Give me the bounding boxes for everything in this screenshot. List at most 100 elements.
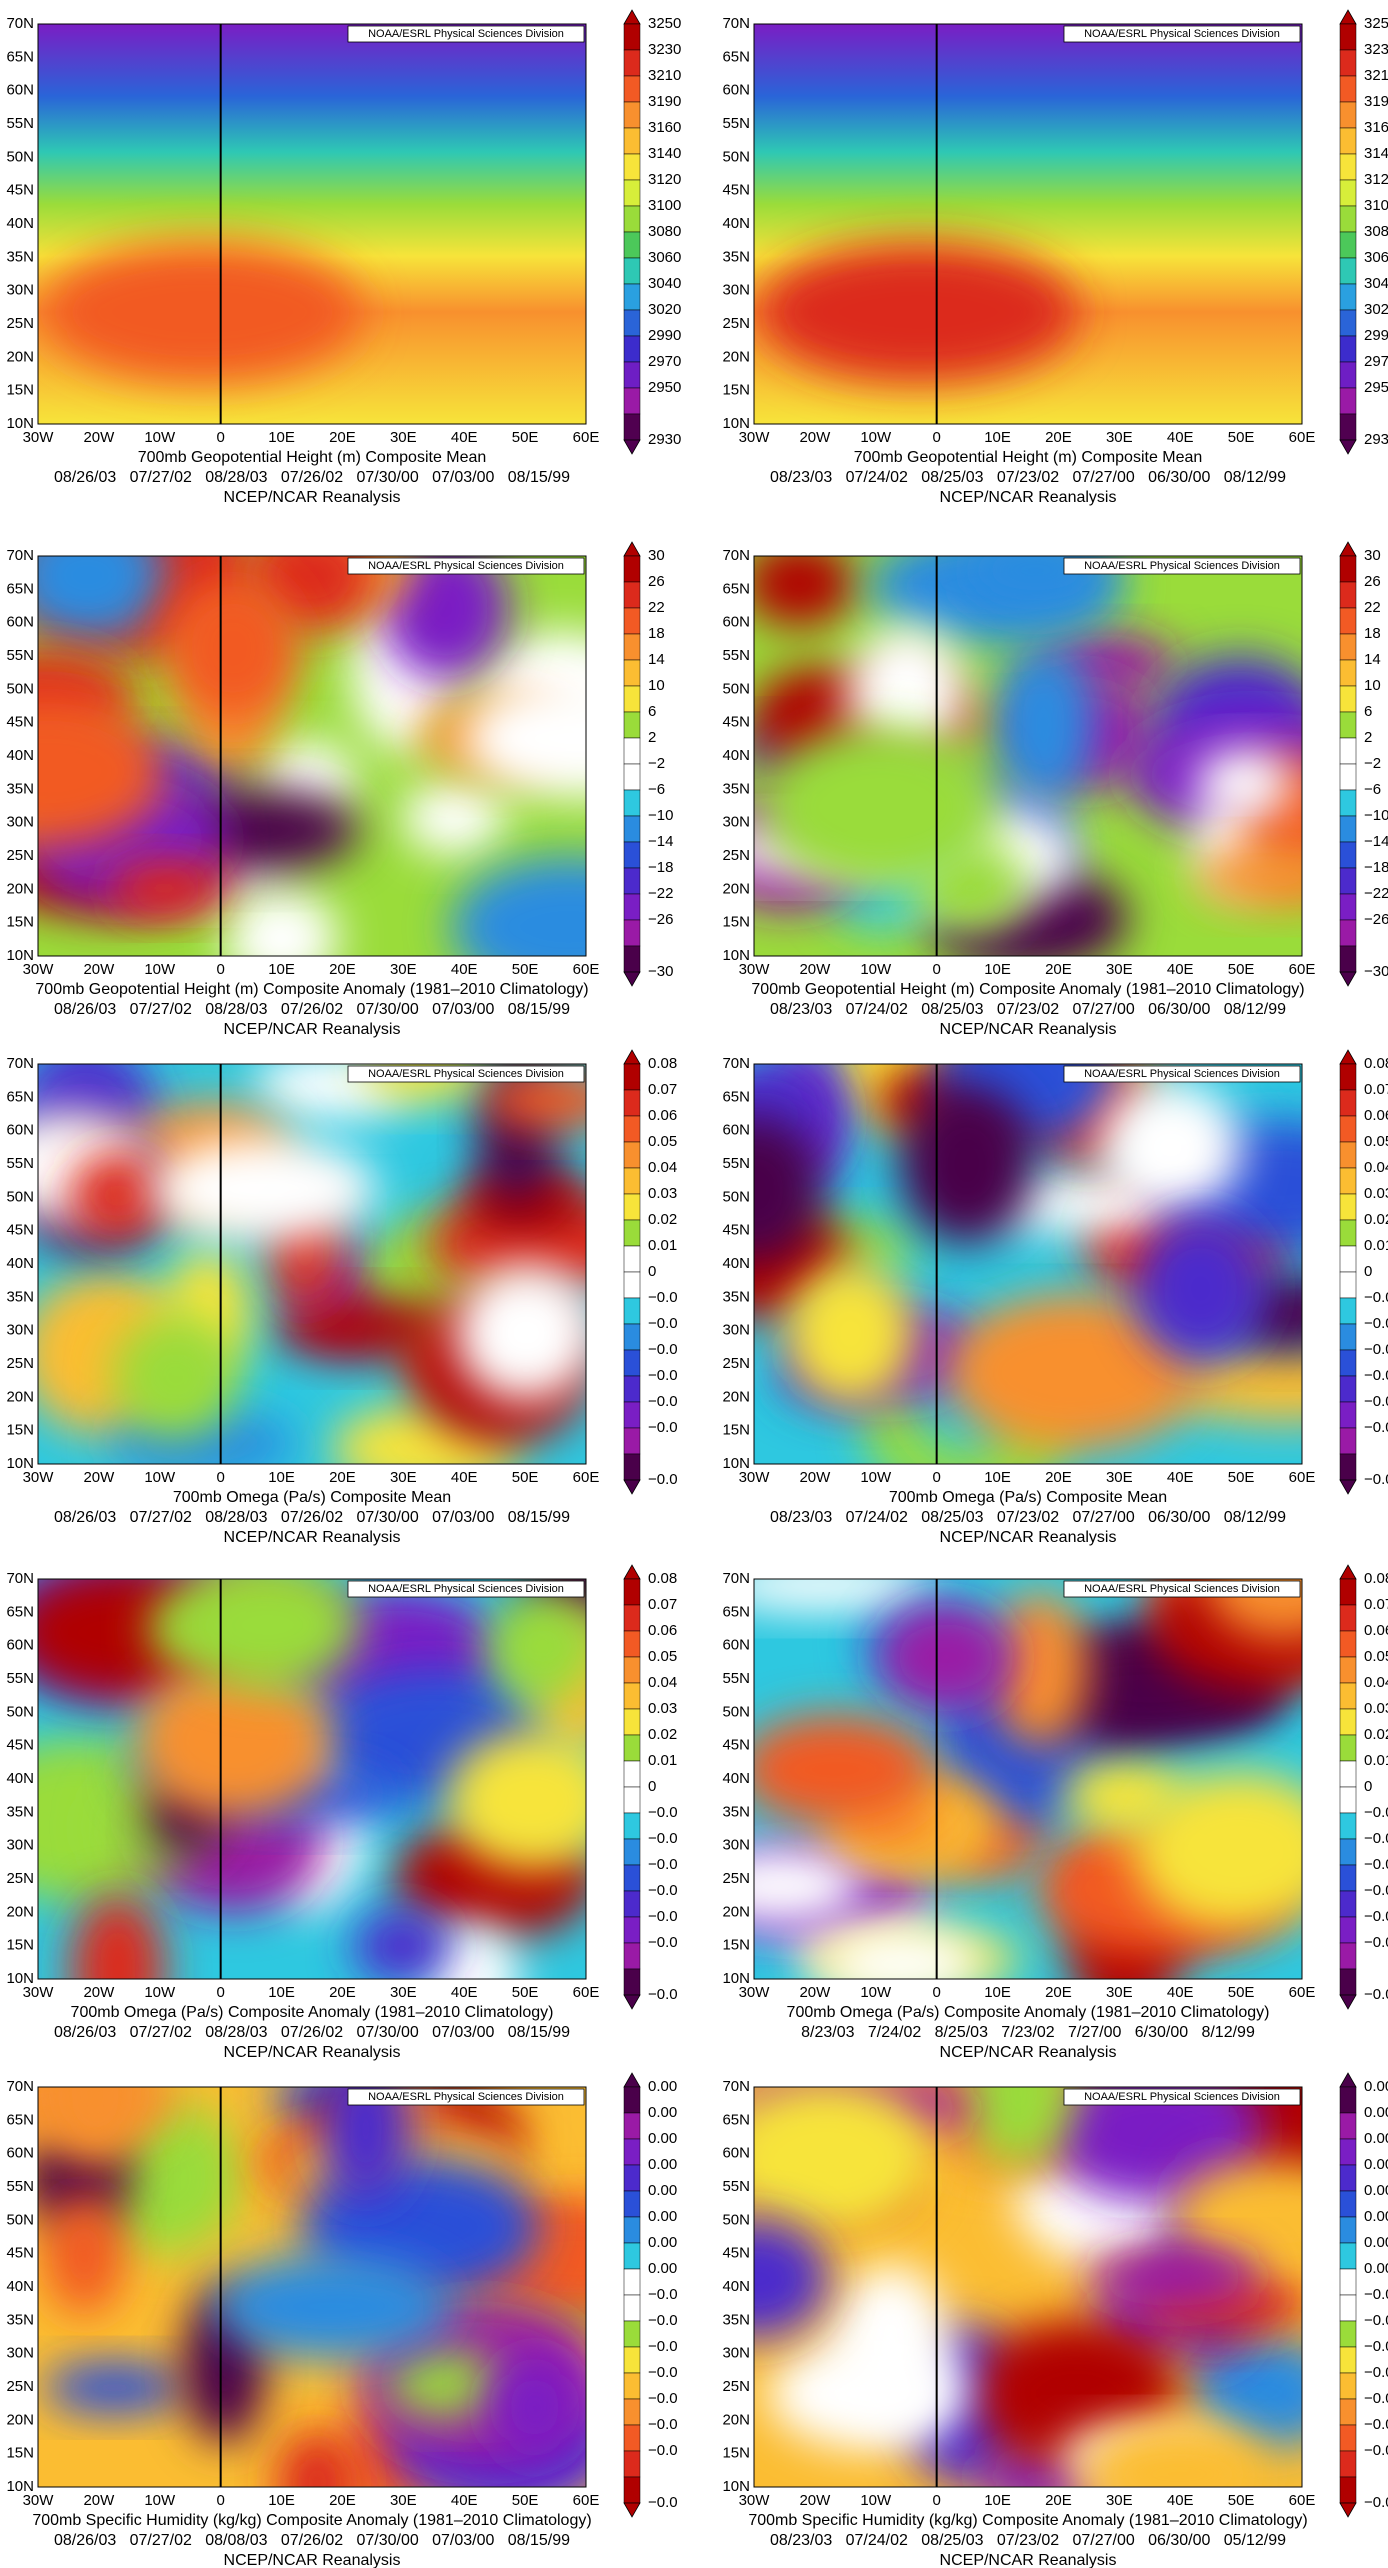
colorbar-cell — [1339, 2476, 1357, 2504]
lon-label: 30E — [1106, 961, 1133, 978]
lat-label: 35N — [722, 2311, 750, 2328]
lat-label: 20N — [6, 1903, 34, 1920]
lon-label: 20E — [329, 429, 356, 446]
lat-label: 60N — [6, 2145, 34, 2162]
colorbar-cell — [623, 153, 641, 181]
lat-label: 50N — [6, 2211, 34, 2228]
colorbar-cell — [623, 2216, 641, 2244]
colorbar-cap — [1339, 439, 1357, 455]
colorbar-cell — [623, 1682, 641, 1710]
lon-label: 0 — [932, 2492, 940, 2509]
map-title: 700mb Omega (Pa/s) Composite Mean — [173, 1489, 451, 1506]
lat-label: 70N — [6, 1570, 34, 1587]
colorbar-label: −0.0 — [1364, 2390, 1388, 2407]
colorbar-label: 2970 — [1364, 353, 1388, 370]
credit-box — [1063, 1580, 1301, 1598]
colorbar-cell — [1339, 1193, 1357, 1221]
map-dates: 08/23/03 07/24/02 08/25/03 07/23/02 07/2… — [770, 1509, 1286, 1526]
colorbar-label: −0.0 — [648, 1419, 678, 1436]
colorbar-cell — [1339, 2138, 1357, 2166]
colorbar-label: −0.0 — [648, 2312, 678, 2329]
lat-label: 45N — [722, 714, 750, 731]
map-frame — [37, 555, 587, 957]
lat-label: 65N — [722, 2111, 750, 2128]
credit: NOAA/ESRL Physical Sciences Division — [1084, 1068, 1280, 1080]
colorbar-cell — [1339, 763, 1357, 791]
lon-label: 20E — [1045, 429, 1072, 446]
field-blob — [380, 556, 510, 680]
colorbar-label: 0.00 — [648, 2182, 677, 2199]
lat-label: 30N — [6, 1322, 34, 1339]
colorbar-label: 3120 — [1364, 171, 1388, 188]
lat-label: 25N — [722, 1870, 750, 1887]
colorbar-label: −0.0 — [648, 1908, 678, 1925]
lon-label: 30E — [1106, 1469, 1133, 1486]
colorbar-cell — [623, 1890, 641, 1918]
colorbar-label: 3230 — [648, 41, 681, 58]
field-blob — [108, 860, 220, 916]
lat-label: 70N — [722, 1055, 750, 1072]
colorbar-cap — [1339, 1049, 1357, 1065]
colorbar-label: 6 — [1364, 703, 1372, 720]
lat-label: 15N — [6, 1422, 34, 1439]
lon-label: 30W — [739, 429, 771, 446]
map-title: 700mb Geopotential Height (m) Composite … — [751, 981, 1304, 998]
field-blob — [992, 645, 1095, 804]
lon-label: 60E — [573, 961, 600, 978]
colorbar-cell — [623, 581, 641, 609]
field-blob — [166, 575, 300, 721]
colorbar-cell — [1339, 23, 1357, 51]
field-blob — [946, 1293, 1201, 1451]
colorbar-label: −0.0 — [648, 1830, 678, 1847]
colorbar-cell — [1339, 1089, 1357, 1117]
colorbar-cell — [623, 1323, 641, 1351]
colorbar-cell — [1339, 1375, 1357, 1403]
colorbar-label: 2930 — [648, 431, 681, 448]
colorbar-cell — [623, 1427, 641, 1455]
colorbar-label: 0.03 — [1364, 1185, 1388, 1202]
lat-label: 30N — [6, 282, 34, 299]
lat-label: 10N — [6, 1970, 34, 1987]
lat-label: 70N — [6, 1055, 34, 1072]
colorbar-label: 3250 — [1364, 15, 1388, 32]
field-blob — [42, 242, 363, 382]
lon-label: 20E — [1045, 1469, 1072, 1486]
lat-label: 10N — [6, 415, 34, 432]
map-field — [38, 2087, 586, 2487]
colorbar-cell — [623, 919, 641, 947]
colorbar-label: 3250 — [648, 15, 681, 32]
lat-label: 70N — [6, 2078, 34, 2095]
colorbar-label: 3020 — [648, 301, 681, 318]
colorbar-label: 2 — [648, 729, 656, 746]
colorbar-cell — [1339, 711, 1357, 739]
colorbar-label: 0.08 — [1364, 1570, 1388, 1587]
colorbar-cell — [623, 2346, 641, 2374]
colorbar-label: 0.05 — [648, 1133, 677, 1150]
field-blob — [488, 2354, 581, 2461]
lat-label: 15N — [6, 1937, 34, 1954]
field-blob — [68, 1150, 169, 1241]
colorbar-label: 3160 — [1364, 119, 1388, 136]
colorbar-label: −0.0 — [648, 1856, 678, 1873]
colorbar-label: −0.0 — [1364, 1986, 1388, 2003]
lon-label: 20E — [329, 1469, 356, 1486]
lat-label: 70N — [722, 547, 750, 564]
colorbar-label: 10 — [648, 677, 665, 694]
colorbar-label: 3210 — [648, 67, 681, 84]
lat-label: 35N — [6, 1803, 34, 1820]
lon-label: 20W — [799, 1984, 831, 2001]
colorbar-cell — [1339, 2424, 1357, 2452]
lon-label: 10W — [144, 1984, 176, 2001]
colorbar-cell — [623, 2294, 641, 2322]
colorbar-label: 3020 — [1364, 301, 1388, 318]
field-blob — [385, 2350, 505, 2418]
lat-label: 35N — [722, 248, 750, 265]
colorbar-cell — [1339, 633, 1357, 661]
colorbar-cell — [1339, 1708, 1357, 1736]
lat-label: 10N — [6, 1455, 34, 1472]
lat-label: 40N — [6, 1770, 34, 1787]
colorbar-label: 0.05 — [1364, 1133, 1388, 1150]
colorbar-label: −0.0 — [1364, 2312, 1388, 2329]
colorbar-label: −0.0 — [648, 1315, 678, 1332]
lat-label: 45N — [6, 2245, 34, 2262]
